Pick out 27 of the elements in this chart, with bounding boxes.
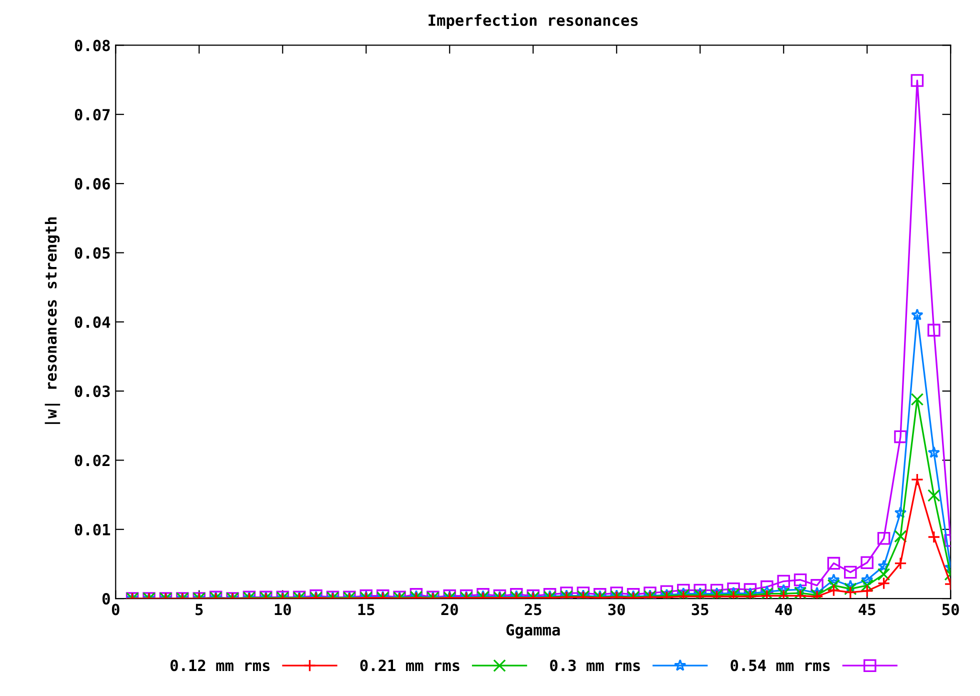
legend-label: 0.21 mm rms	[360, 660, 460, 672]
legend-label: 0.3 mm rms	[550, 660, 640, 672]
x-tick-label: 20	[441, 604, 458, 616]
x-tick-label: 10	[274, 604, 291, 616]
legend-label: 0.54 mm rms	[730, 660, 830, 672]
y-tick-label: 0.01	[74, 524, 110, 536]
legend-label: 0.12 mm rms	[170, 660, 270, 672]
y-tick-label: 0.07	[74, 108, 110, 120]
y-tick-label: 0.03	[74, 386, 110, 398]
y-tick-label: 0.02	[74, 454, 110, 466]
chart-title: Imperfection resonances	[428, 13, 638, 29]
y-tick-label: 0.06	[74, 178, 110, 190]
x-tick-label: 15	[358, 604, 374, 616]
y-axis-title: |w| resonances strength	[44, 217, 60, 424]
x-tick-label: 0	[112, 604, 120, 616]
y-tick-label: 0.04	[74, 316, 110, 328]
x-tick-label: 25	[524, 604, 542, 616]
y-tick-label: 0.05	[74, 247, 110, 259]
y-tick-label: 0.08	[74, 40, 110, 52]
x-tick-label: 50	[942, 604, 959, 616]
y-tick-label: 0	[102, 593, 110, 605]
x-tick-label: 30	[608, 604, 625, 616]
x-axis-title: Ggamma	[506, 624, 560, 639]
x-tick-label: 40	[775, 604, 792, 616]
x-tick-label: 45	[858, 604, 876, 616]
x-tick-label: 35	[692, 604, 708, 616]
x-tick-label: 5	[196, 604, 203, 616]
